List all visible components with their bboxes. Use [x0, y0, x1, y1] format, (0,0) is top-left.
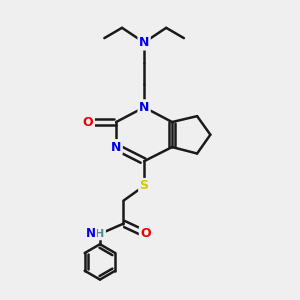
Text: N: N: [139, 101, 149, 114]
Text: H: H: [95, 229, 105, 239]
Text: N: N: [85, 227, 95, 240]
Text: N: N: [111, 141, 121, 154]
Text: O: O: [83, 116, 94, 128]
Text: O: O: [140, 227, 151, 240]
Text: N: N: [139, 36, 149, 49]
Text: S: S: [140, 179, 148, 192]
